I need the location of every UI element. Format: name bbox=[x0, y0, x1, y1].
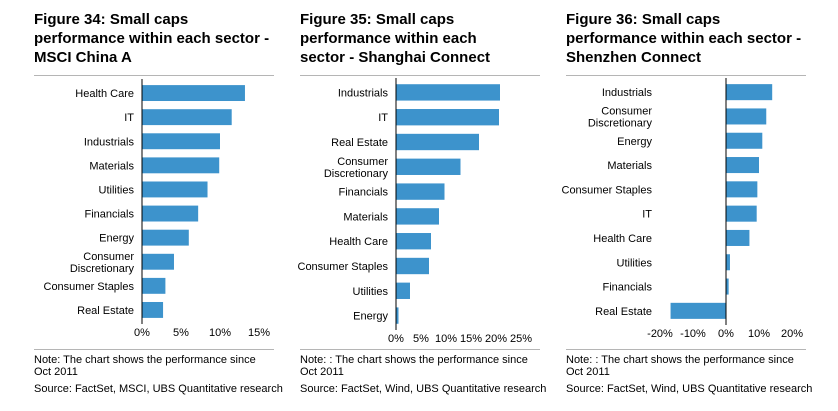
x-tick-label: -20% bbox=[647, 328, 673, 340]
x-tick-label: 5% bbox=[413, 333, 429, 345]
bar-energy bbox=[396, 307, 399, 324]
bar-it bbox=[142, 109, 232, 126]
bar-utilities bbox=[396, 282, 410, 299]
figure-34-panel: Figure 34: Small caps performance within… bbox=[34, 0, 283, 411]
category-label: Real Estate bbox=[77, 305, 134, 317]
bar-health-care bbox=[142, 85, 245, 102]
bar-utilities bbox=[726, 254, 730, 271]
category-label: Utilities bbox=[99, 184, 135, 196]
category-label: Health Care bbox=[593, 233, 652, 245]
figure-34-note: Note: The chart shows the performance si… bbox=[34, 354, 256, 378]
category-label: Energy bbox=[353, 311, 388, 323]
bar-consumer-discretionary bbox=[396, 158, 461, 175]
bar-health-care bbox=[726, 229, 750, 246]
figure-35-chart: Industrials IT Real Estate Consumer Discreti… bbox=[298, 78, 532, 345]
category-label: IT bbox=[124, 112, 134, 124]
bar-industrials bbox=[142, 133, 220, 150]
bar-industrials bbox=[396, 84, 500, 101]
category-label: Industrials bbox=[338, 87, 389, 99]
figure-36-bottom-separator bbox=[566, 349, 806, 350]
bar-health-care bbox=[396, 233, 431, 250]
figure-36-chart: Industrials Consumer Discretionary Energy Ma… bbox=[562, 78, 803, 340]
figure-35-note: Note: : The chart shows the performance … bbox=[300, 354, 528, 378]
category-label: Financials bbox=[84, 209, 134, 221]
bar-it bbox=[726, 205, 757, 222]
x-tick-label: 0% bbox=[388, 333, 404, 345]
x-tick-label: -10% bbox=[680, 328, 706, 340]
figure-36-title: Figure 36: Small caps performance within… bbox=[566, 11, 802, 66]
figure-35-panel: Figure 35: Small caps performance within… bbox=[298, 0, 547, 411]
x-tick-label: 15% bbox=[248, 327, 270, 339]
x-tick-label: 10% bbox=[209, 327, 231, 339]
category-label: Consumer Staples bbox=[562, 184, 653, 196]
x-tick-label: 20% bbox=[485, 333, 507, 345]
figure-34-chart: Health Care IT Industrials Materials Utiliti… bbox=[44, 79, 270, 339]
category-label: Utilities bbox=[617, 257, 653, 269]
bar-consumer-discretionary bbox=[142, 253, 174, 270]
bar-financials bbox=[396, 183, 445, 200]
figure-36-panel: Figure 36: Small caps performance within… bbox=[562, 0, 813, 411]
figure-36-note: Note: : The chart shows the performance … bbox=[566, 354, 794, 378]
x-tick-label: 10% bbox=[435, 333, 457, 345]
figure-36-top-separator bbox=[566, 75, 806, 76]
bar-financials bbox=[726, 278, 729, 295]
figure-34-bottom-separator bbox=[34, 349, 274, 350]
figure-35-source: Source: FactSet, Wind, UBS Quantitative … bbox=[300, 383, 547, 395]
bar-real-estate bbox=[396, 133, 479, 151]
x-tick-label: 0% bbox=[718, 328, 734, 340]
category-label: Financials bbox=[602, 282, 652, 294]
figure-35-top-separator bbox=[300, 75, 540, 76]
bar-energy bbox=[726, 132, 763, 149]
category-label: Consumer Discretionary bbox=[588, 105, 653, 129]
category-label: Materials bbox=[607, 160, 652, 172]
bar-industrials bbox=[726, 84, 773, 101]
category-label: Financials bbox=[338, 187, 388, 199]
category-label: Utilities bbox=[353, 286, 389, 298]
category-label: Energy bbox=[99, 233, 134, 245]
figure-35-bottom-separator bbox=[300, 349, 540, 350]
x-tick-label: 10% bbox=[748, 328, 770, 340]
bar-consumer-discretionary bbox=[726, 108, 767, 125]
category-label: Health Care bbox=[75, 88, 134, 100]
bar-utilities bbox=[142, 181, 208, 198]
bar-materials bbox=[142, 157, 220, 174]
category-label: Real Estate bbox=[331, 137, 388, 149]
bar-materials bbox=[726, 157, 759, 174]
bar-consumer-staples bbox=[142, 277, 166, 294]
category-label: Consumer Staples bbox=[298, 261, 389, 273]
bar-materials bbox=[396, 208, 439, 225]
category-label: IT bbox=[642, 209, 652, 221]
bar-consumer-staples bbox=[396, 257, 429, 275]
category-label: Energy bbox=[617, 136, 652, 148]
category-label: Consumer Staples bbox=[44, 281, 135, 293]
x-tick-label: 0% bbox=[134, 327, 150, 339]
bar-real-estate bbox=[670, 302, 726, 319]
x-tick-label: 25% bbox=[510, 333, 532, 345]
figure-35-title: Figure 35: Small caps performance within… bbox=[300, 11, 491, 66]
category-label: Consumer Discretionary bbox=[324, 156, 389, 180]
category-label: Health Care bbox=[329, 236, 388, 248]
bar-financials bbox=[142, 205, 199, 222]
x-tick-label: 15% bbox=[460, 333, 482, 345]
figure-36-source: Source: FactSet, Wind, UBS Quantitative … bbox=[566, 383, 813, 395]
category-label: IT bbox=[378, 112, 388, 124]
category-label: Materials bbox=[343, 211, 388, 223]
bar-consumer-staples bbox=[726, 181, 758, 198]
x-tick-label: 5% bbox=[173, 327, 189, 339]
x-tick-label: 20% bbox=[781, 328, 803, 340]
category-label: Industrials bbox=[84, 136, 135, 148]
category-label: Materials bbox=[89, 160, 134, 172]
category-label: Consumer Discretionary bbox=[70, 251, 135, 275]
category-label: Real Estate bbox=[595, 306, 652, 318]
figure-34-title: Figure 34: Small caps performance within… bbox=[34, 11, 270, 66]
figure-34-top-separator bbox=[34, 75, 274, 76]
category-label: Industrials bbox=[602, 87, 653, 99]
bar-energy bbox=[142, 229, 189, 246]
bar-real-estate bbox=[142, 301, 164, 318]
figure-34-source: Source: FactSet, MSCI, UBS Quantitative … bbox=[34, 383, 283, 395]
bar-it bbox=[396, 109, 499, 126]
